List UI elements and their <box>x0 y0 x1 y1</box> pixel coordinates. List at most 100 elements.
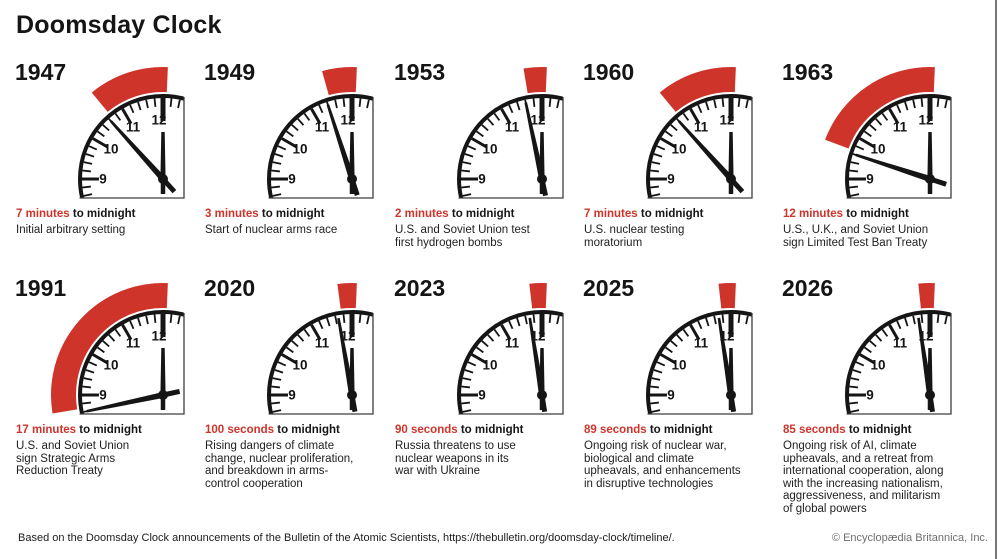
doomsday-clock-graphic: 9 10 11 12 <box>427 65 567 200</box>
svg-text:12: 12 <box>151 113 166 128</box>
clock-entry: 2025 9 10 11 12 89 seconds to midnight Ongo… <box>583 275 773 490</box>
to-midnight-text: to midnight <box>448 208 515 220</box>
image-right-border <box>995 0 997 559</box>
svg-text:10: 10 <box>483 358 498 373</box>
time-value: 90 seconds <box>395 424 458 436</box>
event-description: Rising dangers of climate change, nuclea… <box>205 440 354 490</box>
event-description: Initial arbitrary setting <box>16 224 126 236</box>
event-description: U.S. and Soviet Union test first hydroge… <box>395 224 530 249</box>
svg-text:9: 9 <box>99 172 107 187</box>
year-label: 1949 <box>204 59 256 85</box>
year-label: 1953 <box>394 59 446 85</box>
svg-text:11: 11 <box>505 120 520 135</box>
time-value: 2 minutes <box>395 208 449 220</box>
event-description: Ongoing risk of AI, climate upheavals, a… <box>783 440 944 515</box>
time-to-midnight-label: 85 seconds to midnight <box>783 424 979 437</box>
clock-entry: 1991 9 10 11 12 17 minutes to midnight U.S.… <box>15 276 205 477</box>
event-description: U.S. and Soviet Union sign Strategic Arm… <box>16 440 130 477</box>
doomsday-clock-graphic: 9 10 11 12 <box>815 281 955 416</box>
svg-text:12: 12 <box>340 113 355 128</box>
clock-caption: 12 minutes to midnight U.S., U.K., and S… <box>783 208 979 249</box>
time-to-midnight-label: 2 minutes to midnight <box>395 208 571 221</box>
clock-entry: 1963 9 10 11 12 12 minutes to midnight U.S.… <box>782 59 972 249</box>
year-label: 2025 <box>583 275 635 301</box>
time-to-midnight-label: 89 seconds to midnight <box>584 424 760 437</box>
svg-text:10: 10 <box>672 142 687 157</box>
event-description: Ongoing risk of nuclear war, biological … <box>584 440 741 490</box>
year-label: 1960 <box>583 59 635 85</box>
svg-text:9: 9 <box>99 388 107 403</box>
svg-text:11: 11 <box>694 120 709 135</box>
svg-text:10: 10 <box>293 358 308 373</box>
clock-entry: 1949 9 10 11 12 3 minutes to midnight Start… <box>204 59 394 236</box>
svg-text:11: 11 <box>315 120 330 135</box>
svg-text:12: 12 <box>340 329 355 344</box>
svg-text:10: 10 <box>104 142 119 157</box>
svg-text:10: 10 <box>871 142 886 157</box>
clock-caption: 7 minutes to midnight U.S. nuclear testi… <box>584 208 760 249</box>
svg-text:9: 9 <box>478 172 486 187</box>
time-to-midnight-label: 17 minutes to midnight <box>16 424 192 437</box>
to-midnight-text: to midnight <box>637 208 704 220</box>
clock-caption: 17 minutes to midnight U.S. and Soviet U… <box>16 424 192 478</box>
svg-text:9: 9 <box>866 172 874 187</box>
time-to-midnight-label: 90 seconds to midnight <box>395 424 571 437</box>
svg-text:9: 9 <box>667 172 675 187</box>
year-label: 1963 <box>782 59 834 85</box>
time-value: 3 minutes <box>205 208 259 220</box>
doomsday-clock-graphic: 9 10 11 12 <box>48 281 188 416</box>
clock-entry: 1947 9 10 11 12 7 minutes to midnight Initi… <box>15 59 205 236</box>
doomsday-clock-graphic: 9 10 11 12 <box>237 65 377 200</box>
clock-caption: 100 seconds to midnight Rising dangers o… <box>205 424 381 490</box>
to-midnight-text: to midnight <box>646 424 713 436</box>
year-label: 1947 <box>15 59 67 85</box>
svg-text:10: 10 <box>483 142 498 157</box>
clock-entry: 1960 9 10 11 12 7 minutes to midnight U.S. … <box>583 59 773 249</box>
time-value: 7 minutes <box>16 208 70 220</box>
clock-caption: 2 minutes to midnight U.S. and Soviet Un… <box>395 208 571 249</box>
to-midnight-text: to midnight <box>274 424 340 436</box>
svg-text:11: 11 <box>893 120 908 135</box>
doomsday-clock-graphic: 9 10 11 12 <box>48 65 188 200</box>
event-description: Start of nuclear arms race <box>205 224 338 236</box>
time-to-midnight-label: 3 minutes to midnight <box>205 208 381 221</box>
svg-text:9: 9 <box>288 172 296 187</box>
clock-caption: 3 minutes to midnight Start of nuclear a… <box>205 208 381 237</box>
time-to-midnight-label: 7 minutes to midnight <box>16 208 192 221</box>
clock-caption: 7 minutes to midnight Initial arbitrary … <box>16 208 192 237</box>
svg-text:12: 12 <box>530 113 545 128</box>
svg-text:10: 10 <box>293 142 308 157</box>
svg-text:11: 11 <box>505 336 520 351</box>
svg-text:12: 12 <box>719 113 734 128</box>
time-value: 85 seconds <box>783 424 846 436</box>
time-to-midnight-label: 12 minutes to midnight <box>783 208 979 221</box>
svg-text:9: 9 <box>288 388 296 403</box>
time-value: 89 seconds <box>584 424 647 436</box>
to-midnight-text: to midnight <box>845 424 912 436</box>
doomsday-clock-graphic: 9 10 11 12 <box>616 65 756 200</box>
doomsday-clock-graphic: 9 10 11 12 <box>237 281 377 416</box>
svg-text:10: 10 <box>672 358 687 373</box>
footer-source-text: Based on the Doomsday Clock announcement… <box>18 532 675 544</box>
year-label: 2026 <box>782 275 834 301</box>
clock-entry: 2023 9 10 11 12 90 seconds to midnight Russ… <box>394 275 584 477</box>
clock-caption: 89 seconds to midnight Ongoing risk of n… <box>584 424 760 490</box>
to-midnight-text: to midnight <box>457 424 524 436</box>
svg-text:11: 11 <box>315 336 330 351</box>
svg-text:9: 9 <box>478 388 486 403</box>
clock-entry: 2020 9 10 11 12 100 seconds to midnight Ris… <box>204 276 394 490</box>
time-value: 12 minutes <box>783 208 844 220</box>
footer-copyright-text: © Encyclopædia Britannica, Inc. <box>831 532 988 544</box>
svg-text:10: 10 <box>104 358 119 373</box>
clock-entry: 2026 9 10 11 12 85 seconds to midnight Ongo… <box>782 275 972 515</box>
to-midnight-text: to midnight <box>843 208 909 220</box>
year-label: 2023 <box>394 275 446 301</box>
svg-text:9: 9 <box>866 388 874 403</box>
page-title: Doomsday Clock <box>16 11 222 39</box>
time-to-midnight-label: 100 seconds to midnight <box>205 424 381 437</box>
svg-text:11: 11 <box>126 120 141 135</box>
svg-text:10: 10 <box>871 358 886 373</box>
clock-entry: 1953 9 10 11 12 2 minutes to midnight U.S. … <box>394 59 584 249</box>
event-description: U.S. nuclear testing moratorium <box>584 224 685 249</box>
